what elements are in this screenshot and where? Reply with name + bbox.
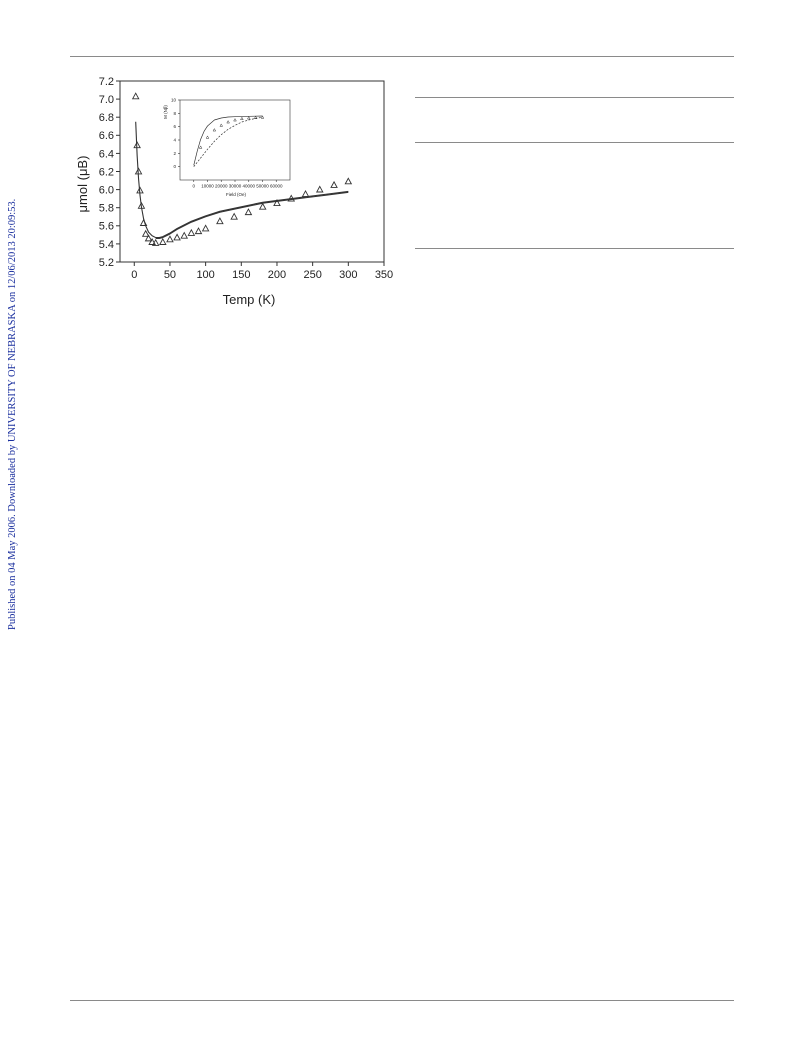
main-data-point	[273, 199, 281, 207]
inset-data-point	[212, 128, 217, 132]
main-y-tick-label: 6.6	[99, 130, 114, 142]
inset-y-tick-label: 6	[173, 124, 176, 129]
main-x-tick-label: 150	[232, 269, 250, 281]
inset-x-tick-label: 20000	[215, 184, 228, 189]
inset-data-point	[240, 116, 244, 120]
main-x-tick-label: 100	[196, 269, 214, 281]
inset-data-point	[198, 145, 203, 149]
main-x-tick-label: 50	[164, 269, 176, 281]
header-rule	[70, 56, 734, 57]
main-data-point	[159, 237, 167, 245]
inset-x-tick-label: 50000	[256, 184, 269, 189]
inset-data-point	[205, 135, 210, 139]
main-x-tick-label: 200	[268, 269, 286, 281]
main-fit-curve-1	[135, 121, 349, 239]
main-data-point	[301, 189, 310, 197]
inset-plot-background	[180, 100, 290, 180]
main-data-point	[194, 227, 203, 235]
inset-data-point	[260, 115, 265, 119]
main-data-point	[330, 180, 338, 188]
main-y-tick-label: 6.2	[99, 166, 114, 178]
main-data-point	[216, 217, 224, 225]
main-data-point	[173, 233, 181, 241]
inset-x-tick-label: 30000	[229, 184, 242, 189]
inset-data-point	[219, 123, 224, 127]
main-data-point	[315, 185, 324, 193]
main-y-tick-label: 5.4	[99, 239, 114, 251]
main-x-tick-label: 250	[303, 269, 321, 281]
main-y-axis-label: μmol (μB)	[75, 156, 90, 213]
main-y-tick-label: 5.2	[99, 257, 114, 269]
inset-y-tick-label: 2	[173, 151, 176, 156]
main-data-point	[166, 235, 174, 243]
main-data-point	[187, 228, 196, 236]
inset-y-tick-label: 0	[173, 164, 176, 169]
table-rule-bottom	[415, 248, 734, 249]
main-x-tick-label: 300	[339, 269, 357, 281]
main-data-point	[180, 231, 189, 239]
main-data-point	[344, 177, 353, 185]
main-x-axis-label: Temp (K)	[223, 292, 276, 307]
main-y-tick-label: 7.2	[99, 76, 114, 88]
inset-fit-curve-2	[193, 116, 263, 167]
main-data-point	[230, 212, 238, 220]
main-y-tick-label: 5.6	[99, 221, 114, 233]
main-y-tick-label: 7.0	[99, 94, 114, 106]
inset-y-axis-label: M (Nβ)	[163, 105, 168, 119]
main-y-tick-label: 6.8	[99, 112, 114, 124]
inset-y-tick-label: 10	[171, 98, 177, 103]
inset-data-point	[233, 118, 237, 122]
inset-x-tick-label: 10000	[201, 184, 214, 189]
inset-x-tick-label: 0	[192, 184, 195, 189]
inset-y-tick-label: 4	[173, 138, 176, 143]
main-data-point	[148, 237, 156, 245]
inset-data-point	[253, 115, 258, 119]
inset-x-axis-label: Field (Oe)	[226, 192, 247, 197]
footer-rule	[70, 1000, 734, 1001]
main-data-point	[151, 238, 160, 246]
main-data-point	[144, 234, 153, 242]
main-data-point	[244, 208, 253, 216]
inset-data-point	[226, 120, 230, 124]
main-y-tick-label: 6.0	[99, 184, 114, 196]
inset-data-point	[246, 116, 251, 120]
main-chart: μmol (μB) Temp (K) M (Nβ) Field (Oe) 0 50…	[75, 76, 393, 307]
inset-y-tick-label: 8	[173, 111, 176, 116]
main-data-point	[201, 224, 210, 232]
inset-x-tick-label: 60000	[270, 184, 283, 189]
main-y-tick-label: 5.8	[99, 203, 114, 215]
main-data-point	[141, 229, 150, 237]
main-x-tick-label: 0	[131, 269, 137, 281]
main-fit-curve-2	[155, 191, 349, 240]
main-x-tick-label: 350	[375, 269, 393, 281]
table-rule-middle	[415, 142, 734, 143]
magnetic-moment-figure: μmol (μB) Temp (K) M (Nβ) Field (Oe) 0 50…	[70, 70, 400, 325]
main-data-point	[258, 202, 267, 210]
inset-x-tick-label: 40000	[242, 184, 255, 189]
main-data-point	[131, 92, 140, 100]
main-y-tick-label: 6.4	[99, 148, 114, 160]
table-rule-top	[415, 97, 734, 98]
download-notice-text[interactable]: Published on 04 May 2006. Downloaded by …	[7, 198, 18, 630]
inset-fit-curve-1	[193, 115, 263, 166]
